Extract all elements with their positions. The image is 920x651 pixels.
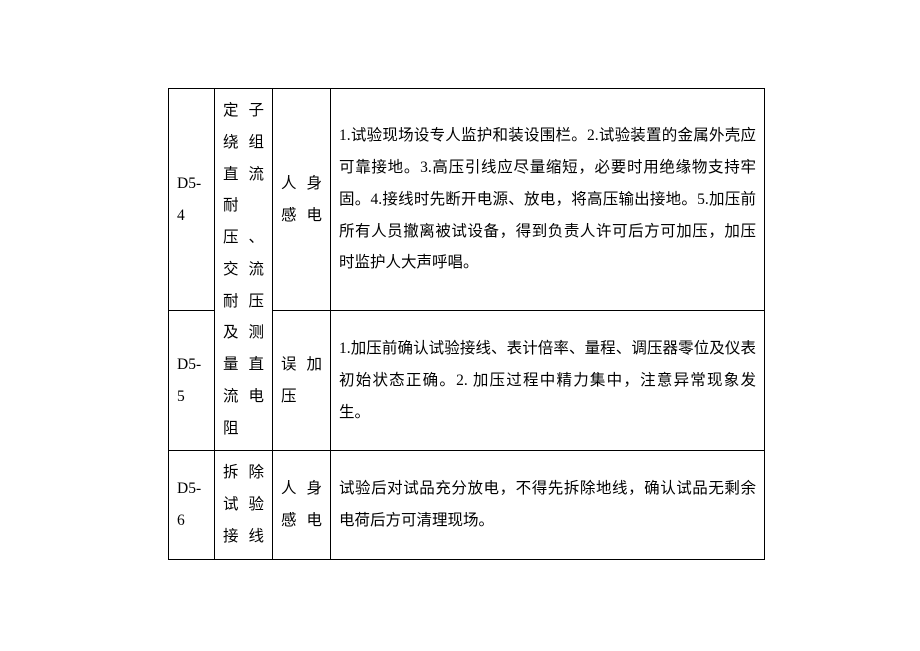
cell-measures: 1.试验现场设专人监护和装设围栏。2.试验装置的金属外壳应可靠接地。3.高压引线… [331, 89, 765, 311]
cell-measures: 1.加压前确认试验接线、表计倍率、量程、调压器零位及仪表初始状态正确。2. 加压… [331, 311, 765, 451]
cell-id: D5-6 [169, 451, 215, 559]
cell-risk: 人身感电 [273, 89, 331, 311]
cell-risk: 人身感电 [273, 451, 331, 559]
document-page: D5-4 定子绕组直流耐压、交流 耐压及测量直流电阻 人身感电 1.试验现场设专… [0, 0, 920, 651]
proc-text-bottom: 耐压及测量直流电阻 [223, 286, 264, 445]
cell-procedure: 拆除试验接线 [215, 451, 273, 559]
table-row: D5-6 拆除试验接线 人身感电 试验后对试品充分放电，不得先拆除地线，确认试品… [169, 451, 765, 559]
cell-measures: 试验后对试品充分放电，不得先拆除地线，确认试品无剩余电荷后方可清理现场。 [331, 451, 765, 559]
cell-procedure-merged: 定子绕组直流耐压、交流 耐压及测量直流电阻 [215, 89, 273, 451]
cell-id: D5-4 [169, 89, 215, 311]
cell-id: D5-5 [169, 311, 215, 451]
cell-risk: 误加压 [273, 311, 331, 451]
table-row: D5-4 定子绕组直流耐压、交流 耐压及测量直流电阻 人身感电 1.试验现场设专… [169, 89, 765, 311]
safety-table: D5-4 定子绕组直流耐压、交流 耐压及测量直流电阻 人身感电 1.试验现场设专… [168, 88, 765, 560]
proc-text-top: 定子绕组直流耐压、交流 [223, 95, 264, 286]
